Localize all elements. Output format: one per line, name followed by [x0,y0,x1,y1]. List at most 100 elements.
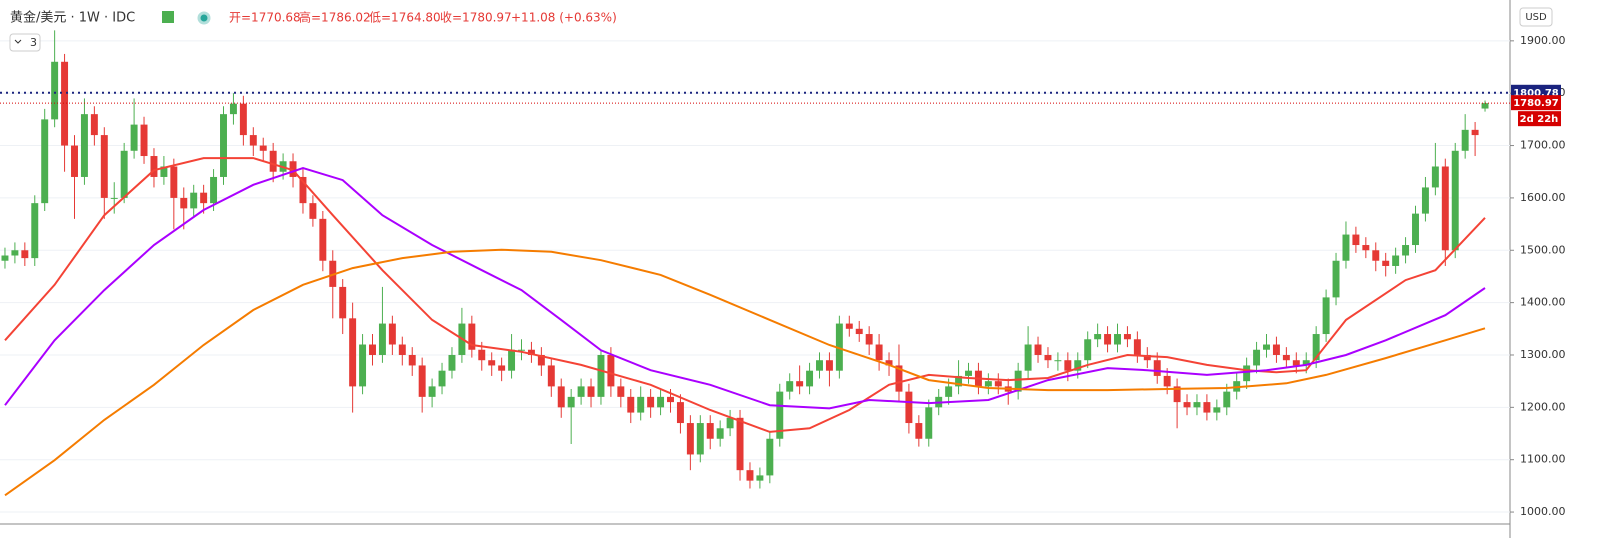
candle-body [1272,344,1280,355]
candle-body [388,323,396,345]
candle-body [309,203,317,219]
candle-body [1143,354,1151,361]
candle-body [667,396,674,403]
candle-body [1064,360,1072,371]
candle-body [438,370,446,387]
candle-body [448,354,456,371]
candle-body [41,119,49,204]
candle-body [806,370,814,387]
candle-body [567,396,575,408]
candle-body [359,344,367,387]
candle-body [915,423,923,439]
y-tick-label: 1700.00 [1520,139,1566,152]
candle-body [607,354,615,387]
candle-body [1024,344,1032,371]
candle-body [11,250,19,256]
candle-body [1421,187,1429,214]
candle-body [518,349,525,351]
candle-body [90,114,98,136]
candle-body [627,396,635,413]
candle-body [378,323,386,355]
candle-body [706,423,714,439]
y-tick-label: 1100.00 [1520,453,1566,466]
candle-body [289,161,297,177]
candle-body [1431,166,1439,188]
candle-body [1412,213,1419,246]
plot: 1000.00 1100.00 1200.00 1300.00 1400.00 1500.… [0,30,1566,518]
candle-body [756,475,764,481]
candle-body [527,349,535,355]
candle-body [746,470,754,481]
y-tick-label: 1900.00 [1520,34,1566,47]
indicator-toggle[interactable] [9,33,41,52]
candle-body [418,365,426,397]
candle-body [1183,402,1191,408]
candle-body [845,323,853,329]
candle-body [1263,344,1270,350]
y-tick-label: 1500.00 [1520,243,1566,256]
y-tick-label: 1200.00 [1520,400,1566,413]
candle-body [885,360,893,366]
candle-body [1292,360,1300,366]
candle-body [1372,250,1380,261]
candle-body [1253,349,1261,366]
candle-body [1074,360,1082,371]
candle-body [220,114,227,177]
candle-body [825,360,833,371]
candle-body [120,150,128,198]
candle-body [1352,234,1360,246]
y-tick-label: 1600.00 [1520,191,1566,204]
candle-body [726,417,734,429]
candle-body [905,391,913,424]
candle-body [786,381,794,392]
candle-body [1282,354,1290,361]
candle-body [1104,334,1112,345]
candle-body [945,386,953,397]
ohlc-high: 高=1786.02 [299,10,371,25]
candle-body [577,386,585,397]
candle-body [647,396,655,408]
candle-body [965,370,972,376]
candle-body [468,323,476,350]
candle-body [1362,245,1370,251]
candle-body [1243,365,1251,382]
candle-body [71,145,78,177]
candle-body [1123,334,1131,340]
candle-body [180,197,188,209]
candle-body [1392,255,1400,266]
candle-body [716,428,724,439]
candle-body [249,135,257,146]
candle-body [239,103,247,136]
status-dot [197,11,211,25]
candle-body [955,375,963,387]
flag-icon[interactable] [162,11,174,23]
candle-body [1332,260,1340,298]
candle-body [776,391,784,439]
candle-body [587,386,595,397]
candle-body [1441,166,1449,251]
candle-body [160,166,168,177]
candle-body [21,250,29,259]
overlay: 黄金/美元 · 1W · IDC 开=1770.68 高=1786.02 低=1… [9,7,1561,127]
candle-body [895,365,903,392]
candle-body [1461,129,1469,151]
candle-body [51,61,59,120]
currency-box[interactable] [1519,7,1553,27]
candle-body [855,328,863,335]
candle-body [1402,245,1410,256]
candle-body [1193,402,1201,408]
candle-body [1034,344,1042,355]
moving-average [4,248,1486,497]
candle-body [408,354,416,366]
price-label: 1800.78 [1513,88,1559,99]
symbol: 黄金/美元 · 1W · IDC [10,10,135,26]
candle-body [537,354,545,366]
candle-body [1,255,9,261]
ohlc-close: 收=1780.97 [440,11,512,25]
y-tick-label: 1000.00 [1520,505,1566,518]
candle-body [816,360,823,371]
y-tick-label: 1400.00 [1520,296,1566,309]
candle-body [398,344,406,355]
price-label-box [1511,95,1561,111]
